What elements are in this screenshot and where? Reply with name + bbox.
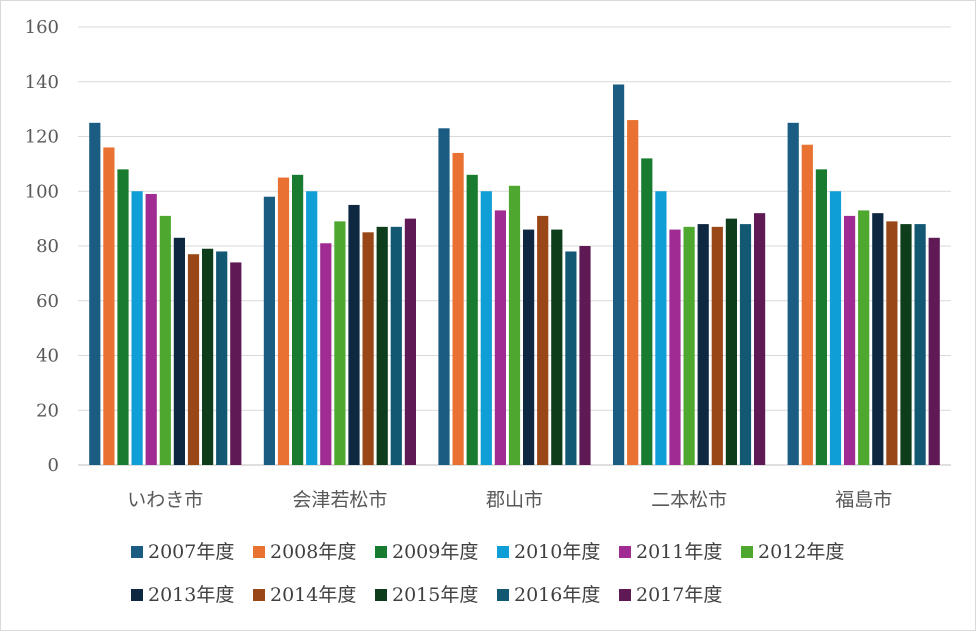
bar: [754, 213, 766, 465]
bar: [829, 191, 842, 465]
bar: [627, 120, 639, 465]
x-category-label: 郡山市: [486, 489, 543, 511]
bar: [277, 177, 290, 465]
legend-label: 2014年度: [270, 584, 356, 606]
bar: [551, 229, 563, 465]
bar: [480, 191, 492, 465]
y-tick-label: 120: [25, 127, 59, 148]
bar: [103, 147, 115, 465]
y-tick-label: 20: [36, 400, 59, 421]
bar: [292, 174, 304, 465]
x-axis-categories: いわき市 会津若松市 郡山市 二本松市 福島市: [127, 489, 892, 511]
bar: [202, 248, 214, 465]
bar: [886, 221, 898, 465]
bar: [725, 218, 737, 466]
legend-label: 2008年度: [270, 541, 356, 563]
bar: [801, 144, 813, 465]
legend-swatch: [497, 589, 509, 601]
x-category-label: 二本松市: [651, 489, 727, 511]
bar: [641, 158, 653, 465]
y-tick-label: 40: [36, 346, 59, 367]
bar: [145, 193, 157, 466]
bar: [348, 204, 360, 465]
bar: [508, 185, 521, 465]
bar: [438, 128, 450, 465]
bar: [334, 221, 346, 465]
legend-swatch: [619, 546, 631, 558]
y-tick-label: 140: [25, 72, 59, 93]
bar: [390, 226, 402, 465]
bar: [613, 84, 625, 466]
bar: [452, 152, 464, 465]
legend-label: 2011年度: [636, 541, 722, 563]
y-tick-label: 100: [25, 181, 59, 202]
legend-label: 2017年度: [636, 584, 722, 606]
bar: [320, 243, 332, 465]
bar: [537, 215, 549, 465]
bar: [872, 213, 884, 465]
bar: [928, 237, 940, 465]
legend-label: 2010年度: [514, 541, 600, 563]
bar: [739, 224, 752, 465]
bar: [362, 232, 374, 465]
legend: 2007年度 2008年度 2009年度 2010年度 2011年度 2012年度 2013…: [131, 541, 844, 606]
legend-swatch: [253, 589, 265, 601]
bar: [173, 237, 185, 465]
bar: [900, 224, 912, 465]
bar: [711, 226, 723, 465]
legend-swatch: [131, 589, 143, 601]
y-axis-ticks: 0 20 40 60 80 100 120 140 160: [25, 17, 59, 476]
bar: [263, 196, 275, 465]
legend-swatch: [131, 546, 143, 558]
legend-swatch: [741, 546, 753, 558]
bar: [187, 254, 200, 465]
bar: [914, 224, 926, 465]
legend-label: 2012年度: [758, 541, 844, 563]
bar: [131, 191, 143, 465]
bar: [697, 224, 709, 465]
bar: [376, 226, 388, 465]
bar: [216, 251, 228, 465]
bar: [858, 210, 870, 465]
bars: [89, 84, 940, 466]
legend-swatch: [497, 546, 509, 558]
bar: [565, 251, 577, 465]
bar: [683, 226, 695, 465]
y-tick-label: 0: [48, 455, 59, 476]
legend-label: 2007年度: [148, 541, 234, 563]
bar: [494, 210, 506, 465]
bar: [404, 218, 416, 466]
x-category-label: いわき市: [127, 489, 203, 511]
y-tick-label: 80: [36, 236, 59, 257]
y-tick-label: 60: [36, 291, 59, 312]
legend-label: 2013年度: [148, 584, 234, 606]
bar: [815, 169, 827, 465]
bar: [306, 191, 318, 465]
legend-label: 2016年度: [514, 584, 600, 606]
bar: [787, 122, 799, 465]
legend-label: 2015年度: [392, 584, 478, 606]
legend-swatch: [375, 546, 387, 558]
bar: [159, 215, 171, 465]
bar: [523, 229, 535, 465]
bar: [89, 122, 101, 465]
x-category-label: 福島市: [835, 489, 892, 511]
legend-swatch: [375, 589, 387, 601]
bar: [655, 191, 667, 465]
bar: [844, 215, 856, 465]
bar: [669, 229, 681, 465]
bar: [466, 174, 478, 465]
bar: [579, 246, 591, 465]
legend-label: 2009年度: [392, 541, 478, 563]
legend-swatch: [619, 589, 631, 601]
legend-swatch: [253, 546, 265, 558]
bar: [117, 169, 129, 465]
x-category-label: 会津若松市: [292, 489, 387, 511]
bar: [230, 262, 242, 465]
y-tick-label: 160: [25, 17, 59, 38]
